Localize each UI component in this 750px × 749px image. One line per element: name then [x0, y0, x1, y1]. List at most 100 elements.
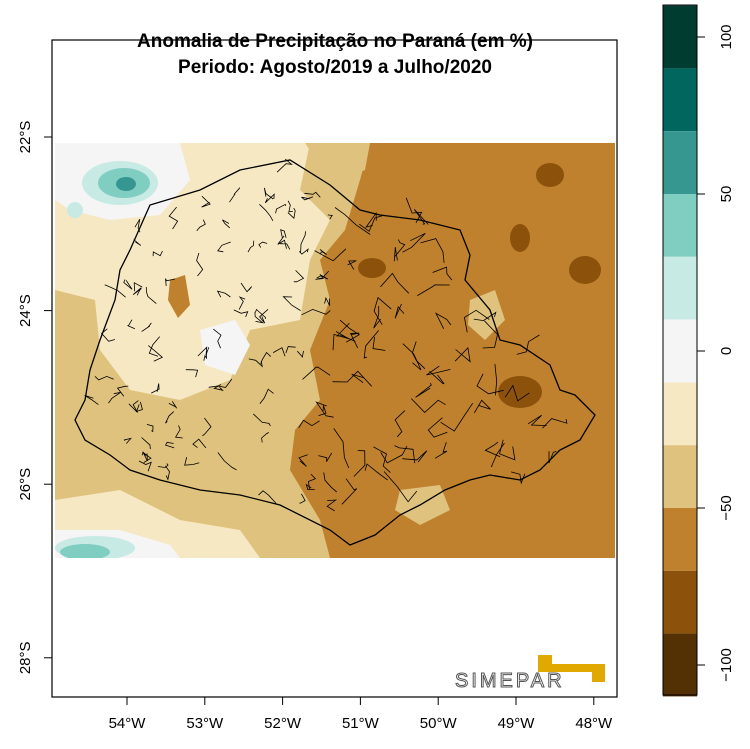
colorbar: 100 50 0 −50 −100	[663, 5, 735, 697]
municipality-border	[394, 239, 406, 257]
municipality-border	[134, 218, 141, 233]
colorbar-bin	[663, 319, 697, 383]
municipality-border	[297, 350, 304, 358]
title-line-2: Periodo: Agosto/2019 a Julho/2020	[178, 57, 492, 78]
colorbar-tick-label: 100	[718, 24, 735, 49]
municipality-border	[299, 493, 306, 504]
municipality-border	[282, 296, 301, 311]
title-line-1: Anomalia de Precipitação no Paraná (em %…	[137, 31, 533, 52]
x-axis: 54°W 53°W 52°W 51°W 50°W 49°W 48°W	[109, 697, 613, 732]
municipality-border	[429, 371, 445, 385]
plot-frame	[51, 39, 618, 698]
municipality-border	[490, 442, 505, 468]
municipality-border	[201, 195, 211, 208]
municipality-border	[133, 282, 143, 292]
municipality-border	[548, 450, 557, 464]
municipality-border	[287, 200, 293, 213]
municipality-border	[301, 308, 331, 316]
colorbar-tick-label: 0	[718, 347, 735, 355]
municipality-border	[253, 413, 271, 427]
field-brown-spot	[358, 258, 386, 278]
municipality-border	[333, 428, 350, 469]
simepar-logo: SIMEPAR	[455, 655, 605, 693]
y-tick-label: 26°S	[17, 468, 34, 501]
municipality-border	[373, 296, 392, 325]
field-brown-spot	[536, 163, 564, 187]
municipality-border	[196, 219, 206, 232]
municipality-border	[116, 385, 129, 397]
colorbar-bin	[663, 508, 697, 571]
municipality-border	[484, 441, 501, 458]
municipality-border	[141, 437, 151, 450]
municipality-border	[332, 331, 349, 351]
municipality-border	[233, 309, 249, 318]
municipality-border	[402, 232, 426, 253]
municipality-border	[141, 451, 148, 462]
y-tick-label: 28°S	[17, 641, 34, 674]
anomaly-field	[55, 143, 615, 558]
field-orange-west-spot	[168, 275, 190, 318]
colorbar-bin	[663, 194, 697, 257]
municipality-border	[213, 328, 222, 349]
municipality-border	[259, 309, 269, 324]
municipality-border	[351, 373, 364, 384]
municipality-border	[527, 414, 547, 426]
field-teal-core	[116, 177, 136, 191]
municipality-border	[417, 284, 450, 296]
municipality-border	[349, 332, 360, 349]
y-tick-label: 24°S	[17, 294, 34, 327]
municipality-border	[133, 239, 141, 247]
municipality-border	[380, 272, 410, 294]
municipality-border	[542, 418, 568, 429]
municipality-border	[304, 191, 321, 198]
municipality-border	[516, 334, 540, 355]
municipality-border	[165, 411, 175, 424]
municipality-border	[145, 286, 157, 304]
municipality-border	[359, 215, 383, 232]
x-tick-label: 53°W	[186, 715, 224, 732]
municipality-border	[174, 425, 183, 439]
municipality-border	[240, 282, 253, 293]
municipality-border	[287, 207, 296, 219]
municipality-border	[300, 231, 306, 253]
x-tick-label: 50°W	[420, 715, 458, 732]
logo-text: SIMEPAR	[455, 670, 565, 692]
colorbar-bin	[663, 445, 697, 508]
municipality-border	[353, 450, 366, 477]
municipality-border	[494, 363, 498, 396]
colorbar-bin	[663, 131, 697, 194]
field-white-patch-2	[200, 320, 250, 375]
colorbar-bin	[663, 633, 697, 697]
municipality-border	[141, 322, 152, 332]
municipality-border	[285, 346, 296, 354]
municipality-border	[261, 432, 269, 443]
municipality-border	[402, 450, 428, 463]
municipality-border	[415, 382, 432, 398]
municipality-border	[258, 490, 277, 504]
municipality-border	[132, 287, 142, 296]
municipality-border	[135, 401, 143, 413]
municipality-border	[324, 296, 331, 306]
municipality-border	[504, 384, 530, 402]
municipality-border	[383, 471, 418, 503]
municipality-border	[473, 399, 491, 414]
municipality-border	[128, 400, 139, 413]
x-tick-label: 48°W	[575, 715, 613, 732]
municipality-border	[217, 241, 231, 253]
municipality-border	[165, 441, 175, 449]
municipality-border	[184, 457, 200, 466]
municipality-border	[94, 375, 114, 381]
municipality-border	[203, 351, 207, 361]
municipality-border	[280, 229, 287, 238]
municipality-border	[440, 402, 474, 432]
municipality-border	[264, 193, 275, 204]
municipality-border	[222, 219, 231, 229]
municipality-border	[394, 410, 406, 438]
colorbar-bin	[663, 256, 697, 320]
municipality-border	[432, 266, 453, 281]
municipality-border	[332, 370, 372, 387]
municipality-border	[365, 212, 377, 228]
municipality-border	[301, 196, 314, 201]
